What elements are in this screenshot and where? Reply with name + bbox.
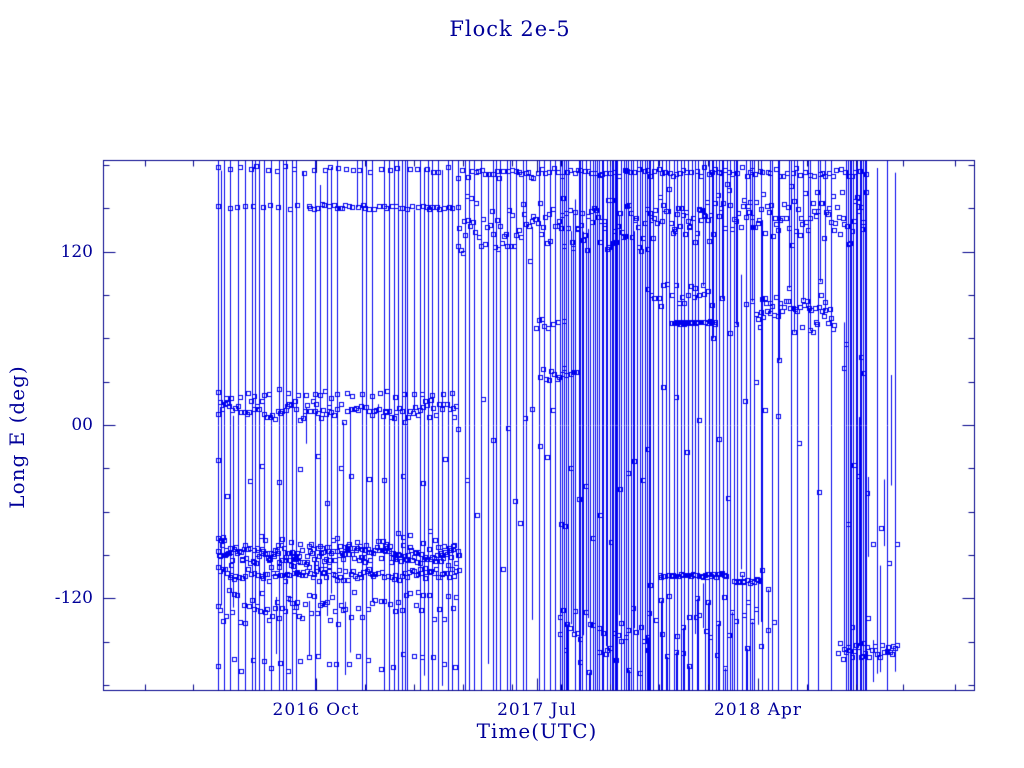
y-axis-title: Long E (deg) (5, 365, 29, 509)
chart-title: Flock 2e-5 (449, 17, 571, 41)
y-tick-label-00: 00 (71, 415, 93, 435)
x-tick-label-2016-oct: 2016 Oct (272, 700, 360, 720)
y-tick-label-neg120: -120 (54, 588, 93, 609)
x-tick-label-2018-apr: 2018 Apr (714, 700, 802, 720)
x-tick-label-2017-jul: 2017 Jul (497, 700, 577, 720)
x-axis-title: Time(UTC) (476, 719, 598, 743)
y-tick-label-120: 120 (60, 241, 93, 262)
